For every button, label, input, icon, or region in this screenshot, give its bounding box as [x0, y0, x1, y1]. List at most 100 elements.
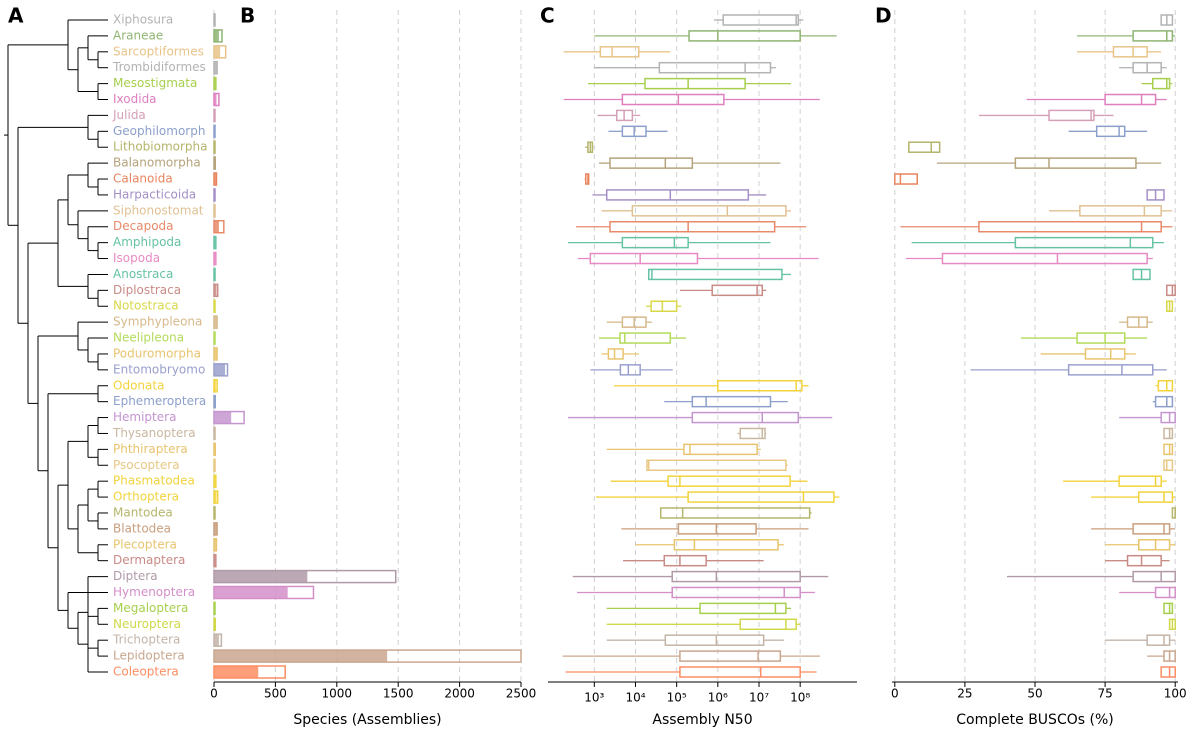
assemblies-bar	[213, 363, 229, 377]
assemblies-bar	[213, 331, 216, 345]
box	[1163, 459, 1174, 472]
box	[663, 554, 707, 567]
taxon-label: Mantodea	[113, 505, 173, 519]
species-bar	[214, 522, 217, 535]
box	[671, 586, 801, 599]
box	[621, 93, 725, 106]
assemblies-bar	[213, 13, 216, 27]
box	[1152, 77, 1171, 90]
assemblies-bar	[213, 172, 218, 186]
assemblies-bar	[213, 29, 223, 43]
box	[671, 570, 801, 583]
assemblies-bar	[213, 394, 216, 409]
box	[1132, 570, 1176, 583]
box	[664, 634, 765, 646]
assemblies-bar	[213, 251, 217, 266]
x-tick-label: 0	[210, 687, 218, 701]
box	[691, 411, 800, 424]
box	[1132, 30, 1174, 42]
assemblies-bar	[213, 569, 397, 584]
box	[631, 205, 787, 217]
box	[683, 443, 758, 456]
box	[679, 650, 782, 662]
assemblies-bar	[213, 379, 218, 393]
taxon-label: Hymenoptera	[113, 585, 195, 599]
box	[978, 220, 1162, 233]
species-bar	[214, 363, 226, 376]
x-tick-label: 75	[1097, 687, 1112, 701]
assemblies-bar	[213, 283, 219, 298]
x-tick-label: 500	[264, 687, 287, 701]
box	[1166, 284, 1176, 297]
x-tick-label: 50	[1027, 687, 1042, 701]
taxon-label: Amphipoda	[113, 235, 181, 249]
taxon-label: Ephemeroptera	[113, 394, 206, 408]
assemblies-bar	[213, 124, 216, 139]
box	[1146, 634, 1171, 646]
box	[589, 252, 699, 265]
panel-label: B	[240, 4, 255, 28]
taxon-label: Notostraca	[113, 299, 179, 313]
species-bar	[214, 61, 217, 74]
species-bar	[214, 316, 217, 329]
box	[1163, 427, 1174, 440]
box	[1076, 332, 1126, 344]
x-tick-label: 10⁷	[749, 691, 769, 705]
assemblies-bar	[213, 458, 216, 473]
taxon-label: Orthoptera	[113, 490, 179, 504]
assemblies-bar	[213, 665, 286, 679]
assemblies-bar	[213, 140, 216, 154]
box	[894, 173, 918, 185]
panel-label: A	[8, 4, 24, 28]
taxon-label: Blattodea	[113, 521, 171, 535]
taxon-label: Plecoptera	[113, 537, 177, 551]
taxon-label: Odonata	[113, 378, 164, 392]
taxon-label: Phthiraptera	[113, 442, 188, 456]
species-bar	[214, 93, 217, 106]
taxon-label: Poduromorpha	[113, 346, 201, 360]
assemblies-bar	[213, 506, 216, 520]
box	[619, 364, 641, 376]
taxon-label: Lithobiomorpha	[113, 140, 208, 154]
box	[1014, 236, 1154, 249]
taxon-label: Neuroptera	[113, 617, 181, 631]
assemblies-bar	[213, 553, 217, 568]
taxon-label: Araneae	[113, 28, 163, 42]
x-tick-label: 10³	[584, 691, 604, 705]
box	[1137, 539, 1171, 551]
species-bar	[214, 538, 216, 551]
assemblies-bar	[213, 204, 216, 218]
box	[1163, 602, 1174, 615]
box	[1137, 491, 1174, 503]
taxon-label: Siphonostomat	[113, 203, 204, 217]
taxon-label: Psocoptera	[113, 458, 180, 472]
assemblies-bar	[213, 474, 217, 488]
taxon-label: Dermaptera	[113, 553, 185, 567]
assemblies-bar	[213, 522, 218, 536]
box	[1104, 93, 1157, 106]
taxon-label: Diptera	[113, 569, 158, 583]
assemblies-bar	[213, 490, 219, 504]
taxon-label: Neelipleona	[113, 331, 184, 345]
species-bar	[214, 634, 219, 647]
assemblies-bar	[213, 649, 522, 663]
assemblies-bar	[213, 60, 218, 75]
assemblies-bar	[213, 188, 216, 202]
taxon-label: Isopoda	[113, 251, 160, 265]
box	[677, 523, 757, 535]
box	[646, 459, 787, 472]
box	[1126, 554, 1162, 567]
x-tick-label: 10⁵	[667, 691, 687, 705]
box	[659, 507, 811, 519]
species-bar	[214, 650, 388, 663]
x-tick-label: 1000	[322, 687, 353, 701]
taxon-label: Harpacticoida	[113, 187, 196, 201]
assemblies-bar	[213, 347, 218, 361]
box	[605, 189, 750, 201]
taxon-label: Geophilomorph	[113, 124, 205, 138]
box	[1160, 411, 1176, 424]
taxon-label: Decapoda	[113, 219, 174, 233]
species-bar	[214, 220, 219, 233]
box	[1163, 443, 1174, 456]
